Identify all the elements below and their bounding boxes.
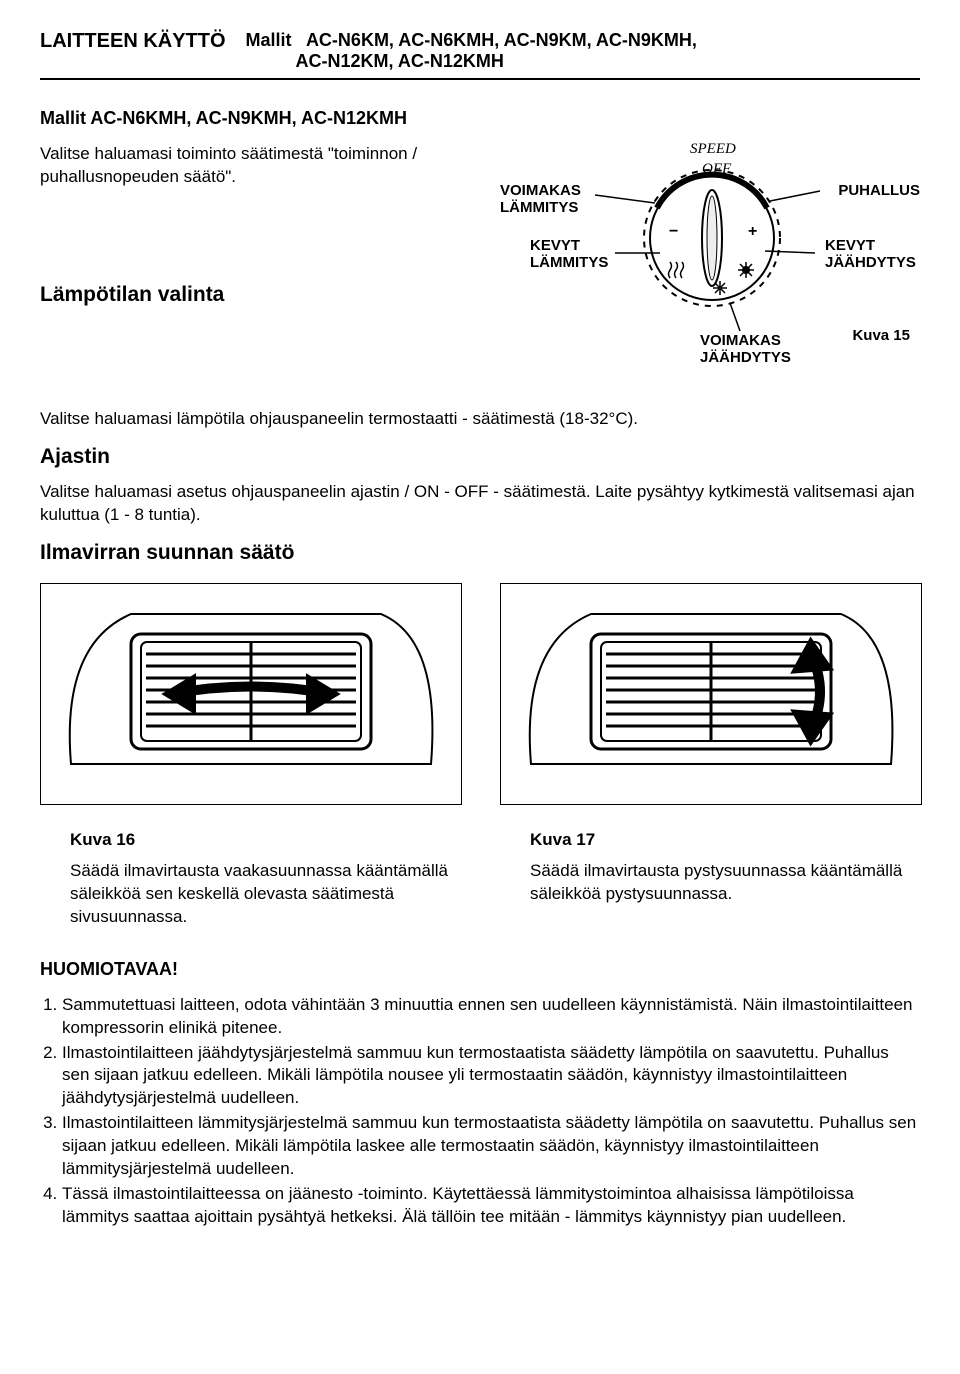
dial-puhallus: PUHALLUS xyxy=(838,183,920,200)
dial-section: Valitse haluamasi toiminto säätimestä "t… xyxy=(40,143,920,398)
notice-item: Tässä ilmastointilaitteessa on jäänesto … xyxy=(62,1183,920,1229)
lampotilan-text: Valitse haluamasi lämpötila ohjauspaneel… xyxy=(40,408,920,431)
dial-speed-label: SPEED xyxy=(690,141,736,158)
vent-figures xyxy=(40,583,920,810)
dial-kevyt-jaahdytys: KEVYTJÄÄHDYTYS xyxy=(825,238,925,271)
vent-vertical-icon xyxy=(500,583,922,805)
dial-kuva15: Kuva 15 xyxy=(852,328,910,345)
ilmavirta-heading: Ilmavirran suunnan säätö xyxy=(40,541,920,565)
fig16-caption: Kuva 16 xyxy=(40,830,460,850)
model-list: Mallit AC-N6KM, AC-N6KMH, AC-N9KM, AC-N9… xyxy=(246,30,697,72)
notice-list: Sammutettuasi laitteen, odota vähintään … xyxy=(40,994,920,1229)
fig16-block xyxy=(40,583,460,810)
page-title: LAITTEEN KÄYTTÖ xyxy=(40,30,246,53)
vent-horizontal-icon xyxy=(40,583,462,805)
ajastin-text: Valitse haluamasi asetus ohjauspaneelin … xyxy=(40,481,920,527)
models-line2: AC-N12KM, AC-N12KMH xyxy=(246,51,504,71)
dial-voimakas-lammitys: VOIMAKASLÄMMITYS xyxy=(500,183,600,216)
models-line1: AC-N6KM, AC-N6KMH, AC-N9KM, AC-N9KMH, xyxy=(306,30,697,50)
notice-item: Sammutettuasi laitteen, odota vähintään … xyxy=(62,994,920,1040)
notice-item: Ilmastointilaitteen jäähdytysjärjestelmä… xyxy=(62,1042,920,1111)
fig17-caption: Kuva 17 xyxy=(500,830,920,850)
dial-kevyt-lammitys: KEVYTLÄMMITYS xyxy=(530,238,620,271)
page-header: LAITTEEN KÄYTTÖ Mallit AC-N6KM, AC-N6KMH… xyxy=(40,30,920,80)
intro-text: Valitse haluamasi toiminto säätimestä "t… xyxy=(40,143,500,319)
dial-figure: SPEED OFF VOIMAKASLÄMMITYS PUHALLUS KEVY… xyxy=(500,143,920,398)
models-label: Mallit xyxy=(246,30,292,50)
fig17-text: Säädä ilmavirtausta pystysuunnassa käänt… xyxy=(500,860,920,906)
notice-heading: HUOMIOTAVAA! xyxy=(40,959,920,980)
sub-models-heading: Mallit AC-N6KMH, AC-N9KMH, AC-N12KMH xyxy=(40,108,920,129)
fig17-block xyxy=(500,583,920,810)
svg-text:+: + xyxy=(748,223,757,240)
dial-voimakas-jaahdytys: VOIMAKASJÄÄHDYTYS xyxy=(700,333,810,366)
lampotilan-heading: Lämpötilan valinta xyxy=(40,283,480,307)
dial-off-label: OFF xyxy=(702,161,731,178)
svg-text:−: − xyxy=(669,223,678,240)
ajastin-heading: Ajastin xyxy=(40,445,920,469)
notice-item: Ilmastointilaitteen lämmitysjärjestelmä … xyxy=(62,1112,920,1181)
fig16-text: Säädä ilmavirtausta vaakasuunnassa käänt… xyxy=(40,860,460,929)
